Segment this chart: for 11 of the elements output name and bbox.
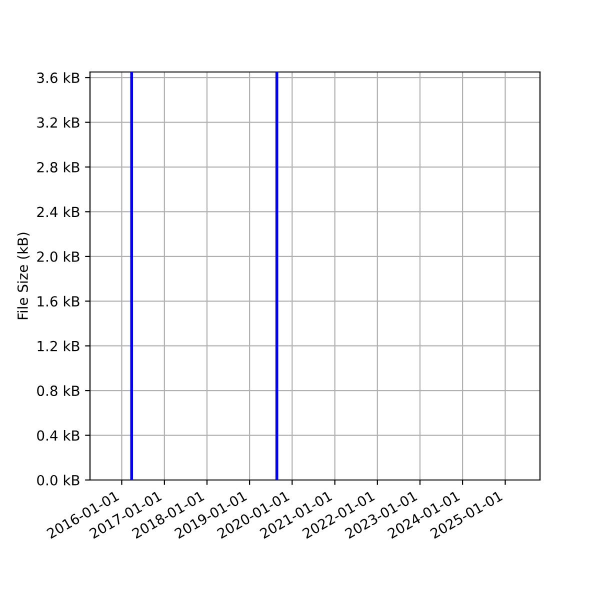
y-tick-label: 2.8 kB xyxy=(37,162,80,172)
y-tick-label: 0.4 kB xyxy=(37,430,80,441)
y-tick-label: 0.0 kB xyxy=(37,474,80,486)
y-tick-label: 3.6 kB xyxy=(37,72,80,84)
y-tick-label: 1.6 kB xyxy=(38,296,80,307)
y-tick-label: 3.2 kB xyxy=(37,117,80,128)
y-tick-label: 0.8 kB xyxy=(37,385,80,396)
y-tick-label: 2.0 kB xyxy=(37,251,80,262)
y-axis-title: File Size (kB) xyxy=(17,232,30,320)
y-tick-label: 2.4 kB xyxy=(37,206,80,218)
y-tick-label: 1.2 kB xyxy=(38,340,80,352)
